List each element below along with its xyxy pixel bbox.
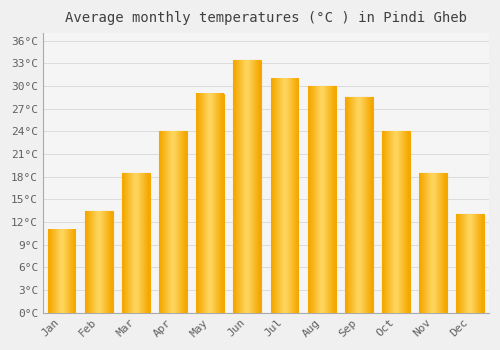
Bar (270, 78, 298, 313)
Title: Average monthly temperatures (°C ) in Pindi Gheb: Average monthly temperatures (°C ) in Pi… (65, 11, 467, 25)
Bar (456, 215, 484, 313)
Bar (234, 60, 262, 313)
Bar (122, 173, 150, 313)
Bar (345, 97, 373, 313)
Bar (159, 131, 187, 313)
Bar (382, 131, 410, 313)
Bar (85, 211, 112, 313)
Bar (48, 230, 76, 313)
Bar (308, 86, 336, 313)
Bar (419, 173, 447, 313)
Bar (196, 94, 224, 313)
